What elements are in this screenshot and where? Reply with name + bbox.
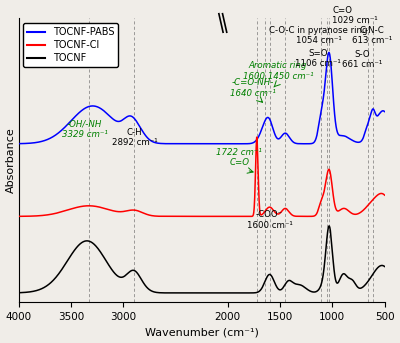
Text: Aromatic ring
1600,1450 cm⁻¹: Aromatic ring 1600,1450 cm⁻¹ — [243, 61, 313, 81]
Text: C=O
1029 cm⁻¹: C=O 1029 cm⁻¹ — [332, 6, 378, 25]
Text: -OH/-NH
3329 cm⁻¹: -OH/-NH 3329 cm⁻¹ — [62, 120, 108, 139]
Text: S=O
1106 cm⁻¹: S=O 1106 cm⁻¹ — [295, 49, 341, 68]
Text: -C=O-NH-
1640 cm⁻¹: -C=O-NH- 1640 cm⁻¹ — [230, 79, 276, 98]
Text: 1722 cm⁻¹
C=O: 1722 cm⁻¹ C=O — [216, 148, 262, 167]
Y-axis label: Absorbance: Absorbance — [6, 127, 16, 193]
Text: -COO⁻
1600 cm⁻¹: -COO⁻ 1600 cm⁻¹ — [247, 210, 292, 230]
Text: C-H
2892 cm⁻¹: C-H 2892 cm⁻¹ — [112, 128, 157, 147]
X-axis label: Wavenumber (cm⁻¹): Wavenumber (cm⁻¹) — [145, 328, 258, 338]
Legend: TOCNF-PABS, TOCNF-Cl, TOCNF: TOCNF-PABS, TOCNF-Cl, TOCNF — [24, 23, 118, 67]
Text: C-N-C
613 cm⁻¹: C-N-C 613 cm⁻¹ — [352, 26, 392, 45]
Text: S-O
661 cm⁻¹: S-O 661 cm⁻¹ — [342, 50, 383, 69]
Text: C-O-C in pyranose ring
1054 cm⁻¹: C-O-C in pyranose ring 1054 cm⁻¹ — [270, 26, 368, 45]
